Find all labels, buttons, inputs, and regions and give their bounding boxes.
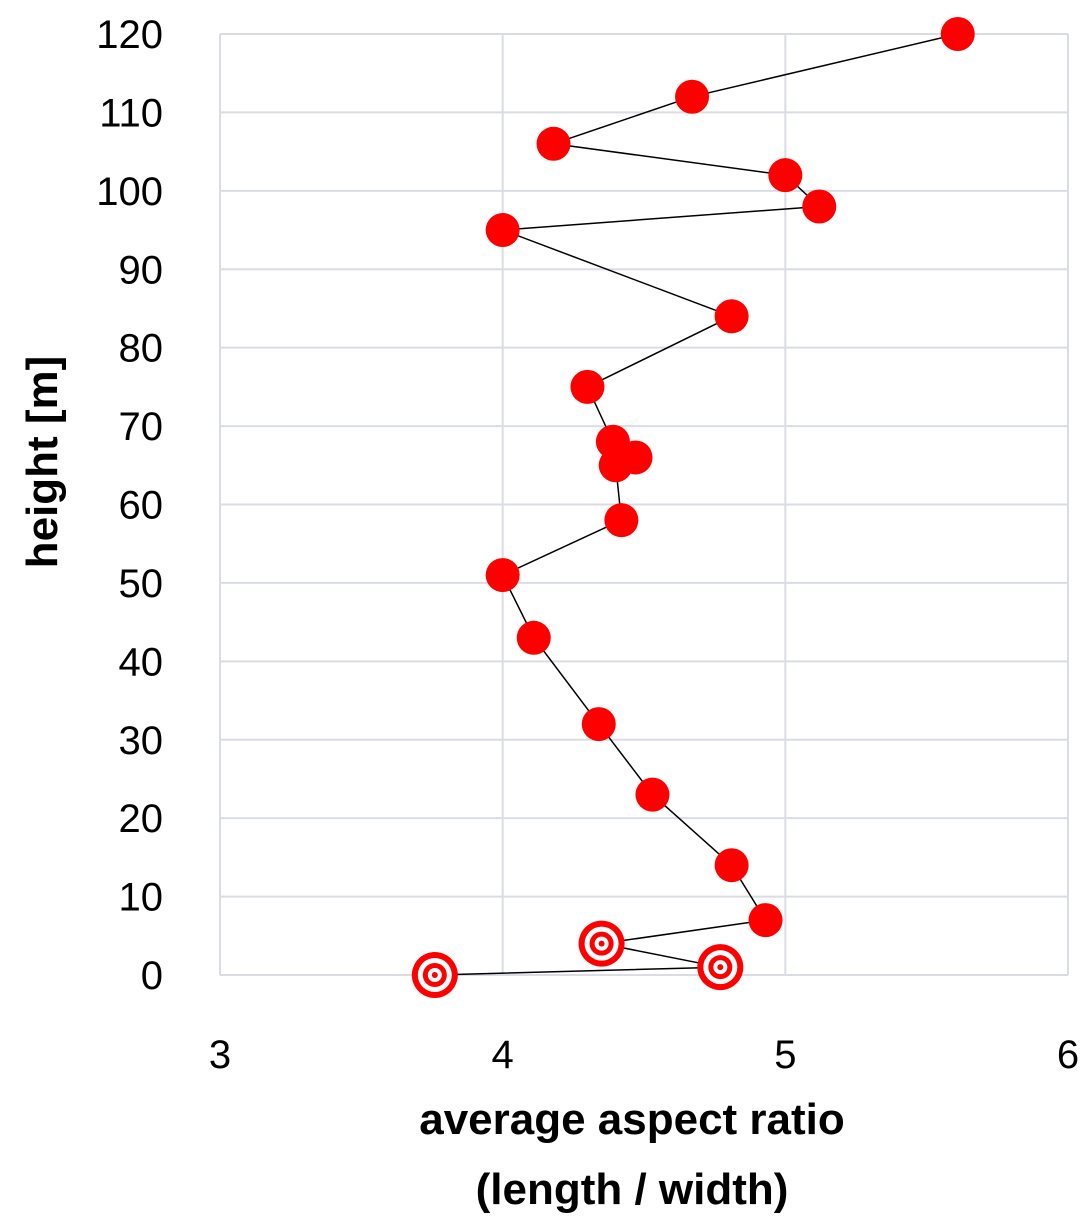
- x-tick-labels: 3 4 5 6: [209, 1033, 1079, 1077]
- x-axis-title-line-2: (length / width): [476, 1165, 789, 1214]
- data-point-16: [802, 189, 837, 224]
- data-point-12: [595, 424, 630, 459]
- y-tick-label-40: 40: [119, 640, 164, 684]
- data-point-9: [604, 503, 639, 538]
- grid-layer: [219, 33, 1069, 976]
- y-tick-label-70: 70: [119, 405, 164, 449]
- y-tick-label-120: 120: [96, 13, 163, 57]
- y-tick-label-20: 20: [119, 797, 164, 841]
- data-point-13: [570, 369, 605, 404]
- x-axis-title-line-1: average aspect ratio: [419, 1095, 845, 1144]
- y-tick-labels: 0 10 20 30 40 50 60 70 80 90 100 110 120: [96, 13, 163, 998]
- data-point-5: [635, 777, 670, 812]
- y-tick-label-10: 10: [119, 876, 164, 920]
- y-tick-label-80: 80: [119, 327, 164, 371]
- data-point-4: [714, 848, 749, 883]
- x-tick-label-4: 4: [492, 1033, 514, 1077]
- y-tick-label-100: 100: [96, 170, 163, 214]
- data-point-18: [536, 126, 571, 161]
- data-point-3: [748, 903, 783, 938]
- data-point-ring-1: [697, 944, 744, 991]
- data-marker-layer: [411, 17, 975, 998]
- data-point-ring-0: [411, 952, 458, 998]
- x-tick-label-6: 6: [1057, 1033, 1079, 1077]
- data-point-20: [940, 17, 975, 51]
- y-tick-label-30: 30: [119, 719, 164, 763]
- data-point-14: [714, 299, 749, 334]
- y-tick-label-0: 0: [141, 954, 163, 998]
- data-point-7: [516, 620, 551, 655]
- y-tick-label-60: 60: [119, 484, 164, 528]
- data-point-19: [675, 79, 710, 114]
- x-tick-label-5: 5: [774, 1033, 796, 1077]
- data-point-17: [768, 158, 803, 193]
- y-tick-label-110: 110: [99, 91, 163, 135]
- data-point-15: [485, 213, 520, 248]
- data-point-ring-2: [578, 920, 625, 967]
- y-tick-label-90: 90: [119, 248, 164, 292]
- data-point-6: [581, 707, 616, 742]
- data-point-8: [485, 558, 520, 593]
- x-tick-label-3: 3: [209, 1033, 231, 1077]
- y-axis-title: height [m]: [18, 356, 67, 569]
- y-tick-label-50: 50: [119, 562, 164, 606]
